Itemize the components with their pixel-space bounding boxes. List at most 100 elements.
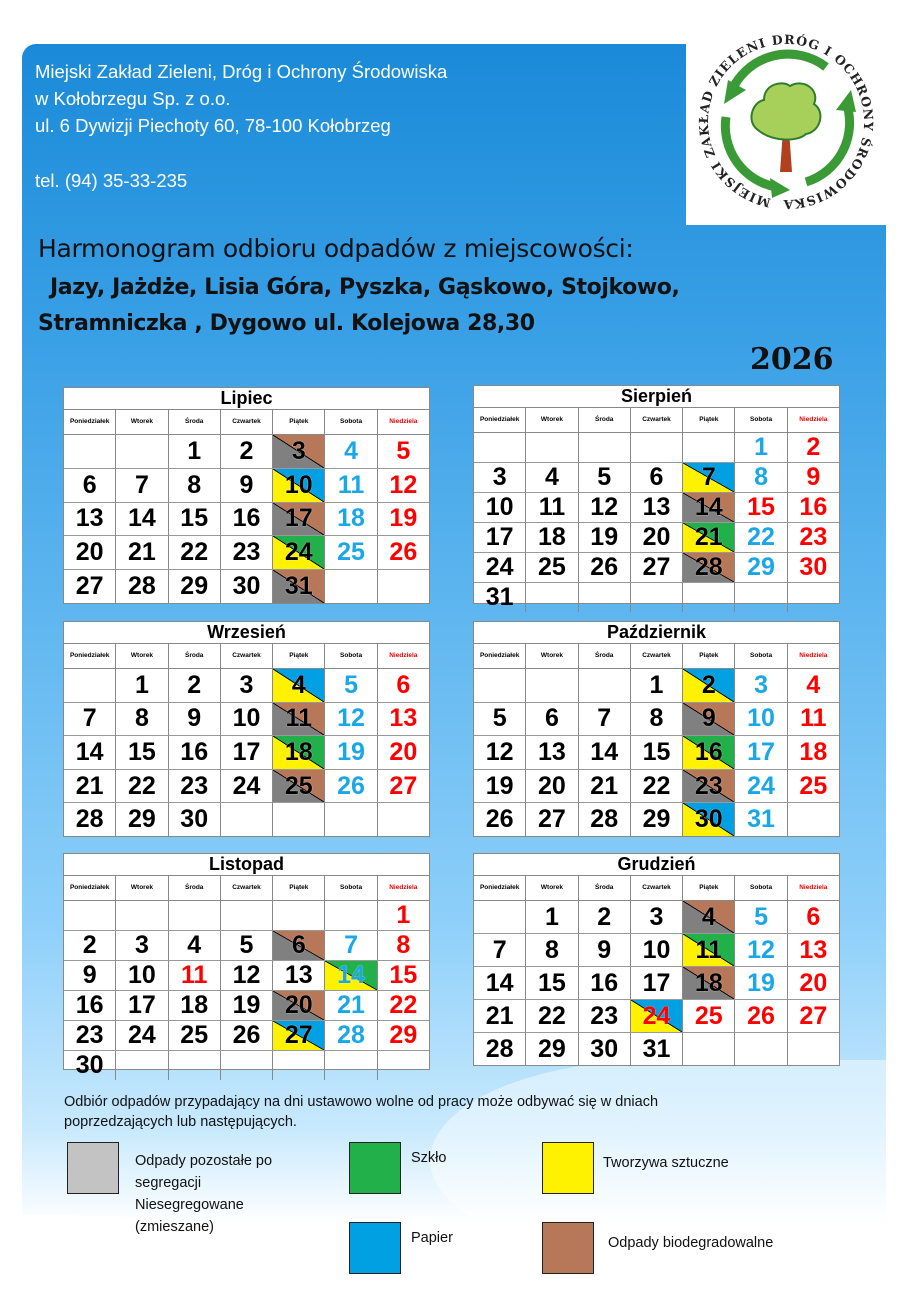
empty-cell xyxy=(631,583,684,612)
empty-cell xyxy=(378,803,429,836)
legend-swatch xyxy=(67,1142,119,1194)
day-cell: 22 xyxy=(169,536,221,570)
day-cell: 23 xyxy=(799,523,828,551)
holiday-note: Odbiór odpadów przypadający na dni ustaw… xyxy=(64,1092,864,1132)
day-cell: 22 xyxy=(116,769,169,803)
day-cell: 6 xyxy=(64,468,117,502)
day-cell: 21 xyxy=(116,536,169,570)
day-cell: 6 xyxy=(396,670,411,699)
legend-label-line: Papier xyxy=(411,1230,453,1246)
day-cell: 22 xyxy=(735,523,788,552)
week-row: 17 18 19 20 21 22 23 xyxy=(474,523,839,553)
day-cell: 30 xyxy=(579,1033,631,1065)
day-cell: 7 xyxy=(474,934,527,966)
weekday-label: Środa xyxy=(579,408,631,432)
day-cell: 15 xyxy=(169,502,221,536)
day-cell: 22 xyxy=(526,1000,579,1032)
week-row: 23 24 25 26 27 28 29 xyxy=(64,1021,429,1051)
legend-label: Szkło xyxy=(411,1147,446,1169)
week-row: 1 xyxy=(64,901,429,931)
day-cell: 24 xyxy=(116,1021,169,1050)
collection-day-cell: 14 xyxy=(325,961,378,990)
day-cell: 11 xyxy=(169,961,221,990)
day-cell: 23 xyxy=(579,1000,631,1032)
empty-cell xyxy=(526,433,579,462)
day-cell: 28 xyxy=(579,803,631,836)
day-cell: 15 xyxy=(735,493,788,522)
day-cell: 21 xyxy=(579,769,631,803)
empty-cell xyxy=(474,901,527,933)
day-cell: 9 xyxy=(169,702,221,736)
weekday-label: Wtorek xyxy=(526,876,579,900)
week-row: 14 15 16 17 18 19 20 xyxy=(474,967,839,1000)
weekday-label: Czwartek xyxy=(221,410,274,434)
day-cell: 19 xyxy=(579,523,631,552)
day-cell: 7 xyxy=(116,468,169,502)
collection-day-cell: 31 xyxy=(273,570,326,603)
month-calendar: Wrzesień Poniedziałek Wtorek Środa Czwartek P… xyxy=(63,621,430,837)
day-cell: 19 xyxy=(474,769,527,803)
day-cell: 31 xyxy=(631,1033,684,1065)
day-cell: 23 xyxy=(221,536,274,570)
collection-day-cell: 17 xyxy=(273,502,326,536)
day-cell: 18 xyxy=(325,502,378,536)
day-cell: 29 xyxy=(169,570,221,603)
day-cell: 12 xyxy=(579,493,631,522)
empty-cell xyxy=(325,1051,378,1080)
day-cell: 28 xyxy=(64,803,117,836)
day-cell: 11 xyxy=(526,493,579,522)
collection-day-cell: 18 xyxy=(273,736,326,769)
week-row: 24 25 26 27 28 29 30 xyxy=(474,553,839,583)
day-cell: 13 xyxy=(273,961,326,990)
day-cell: 30 xyxy=(64,1051,117,1080)
company-logo: MIEJSKI ZAKŁAD ZIELENI DRÓG I OCHRONY ŚR… xyxy=(680,10,886,225)
legend-label: Tworzywa sztuczne xyxy=(603,1152,729,1174)
collection-day-cell: 25 xyxy=(273,769,326,803)
note-line: poprzedzających lub następujących. xyxy=(64,1114,297,1130)
empty-cell xyxy=(325,901,378,930)
month-title: Grudzień xyxy=(474,854,839,876)
legend-label-line: Odpady pozostałe po xyxy=(135,1153,273,1169)
weekday-label: Poniedziałek xyxy=(474,644,527,668)
day-cell: 17 xyxy=(116,991,169,1020)
day-cell: 25 xyxy=(325,536,378,570)
weekday-header: Poniedziałek Wtorek Środa Czwartek Piątek Sob… xyxy=(64,876,429,901)
day-cell: 9 xyxy=(64,961,117,990)
weekday-label: Niedziela xyxy=(389,418,418,425)
day-cell: 15 xyxy=(526,967,579,999)
weekday-label: Poniedziałek xyxy=(64,876,117,900)
address-line: Miejski Zakład Zieleni, Dróg i Ochrony Ś… xyxy=(35,61,448,82)
day-cell: 1 xyxy=(169,435,221,468)
empty-cell xyxy=(221,901,274,930)
day-cell: 12 xyxy=(325,702,378,736)
weekday-label: Czwartek xyxy=(221,876,274,900)
weekday-label: Sobota xyxy=(325,876,378,900)
weekday-label: Piątek xyxy=(273,644,326,668)
day-cell: 10 xyxy=(474,493,527,522)
day-cell: 14 xyxy=(116,502,169,536)
empty-cell xyxy=(325,570,378,603)
day-cell: 6 xyxy=(631,463,684,492)
day-cell: 27 xyxy=(64,570,117,603)
day-cell: 8 xyxy=(116,702,169,736)
weekday-label: Wtorek xyxy=(526,408,579,432)
collection-day-cell: 21 xyxy=(683,523,736,552)
day-cell: 13 xyxy=(389,704,418,733)
week-row: 19 20 21 22 23 24 25 xyxy=(474,769,839,804)
month-calendar: Grudzień Poniedziałek Wtorek Środa Czwartek P… xyxy=(473,853,840,1066)
day-cell: 21 xyxy=(64,769,117,803)
weekday-header: Poniedziałek Wtorek Środa Czwartek Piątek Sob… xyxy=(474,644,839,669)
day-cell: 25 xyxy=(683,1000,736,1032)
day-cell: 19 xyxy=(389,504,418,533)
day-cell: 16 xyxy=(799,493,828,521)
weekday-label: Sobota xyxy=(735,876,788,900)
collection-day-cell: 3 xyxy=(273,435,326,468)
weekday-label: Piątek xyxy=(683,408,736,432)
day-cell: 27 xyxy=(526,803,579,836)
collection-day-cell: 24 xyxy=(630,1000,684,1032)
legend-label: Papier xyxy=(411,1227,453,1249)
day-cell: 18 xyxy=(799,737,828,766)
day-cell: 3 xyxy=(631,901,684,933)
day-cell: 8 xyxy=(526,934,579,966)
